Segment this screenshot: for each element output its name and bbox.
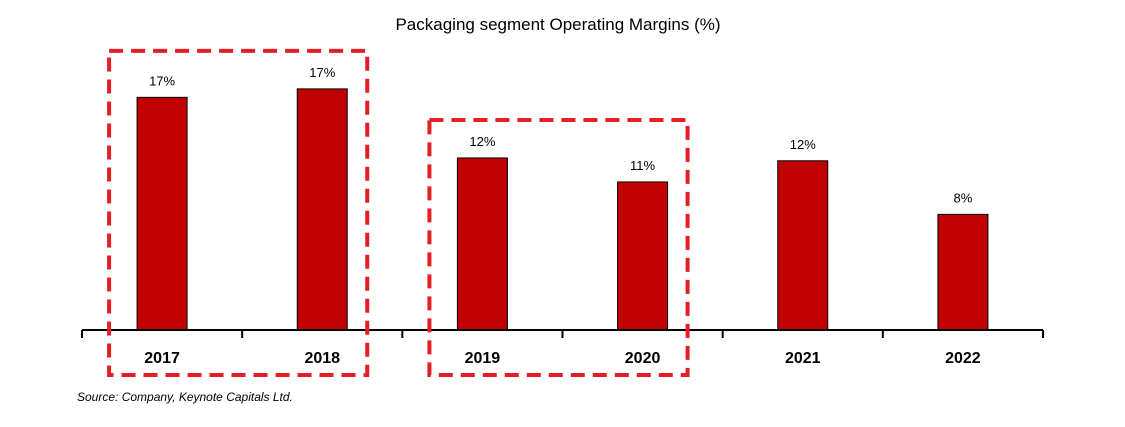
data-label-2018: 17% <box>309 65 335 80</box>
x-tick-label-2018: 2018 <box>304 350 340 367</box>
x-tick-label-2021: 2021 <box>785 350 821 367</box>
source-note: Source: Company, Keynote Capitals Ltd. <box>77 390 293 404</box>
highlight-boxes <box>107 48 690 378</box>
data-label-2017: 17% <box>149 73 175 88</box>
data-label-2021: 12% <box>790 137 816 152</box>
bar-2018 <box>296 88 348 331</box>
bar-2017 <box>136 96 188 331</box>
data-label-2020: 11% <box>630 158 655 173</box>
bars-group <box>136 88 989 331</box>
x-tick-label-2019: 2019 <box>465 350 501 367</box>
bar-2020 <box>617 181 669 331</box>
data-label-2019: 12% <box>469 134 495 149</box>
x-axis-ticks <box>81 330 1044 338</box>
highlight-box-1 <box>107 48 370 377</box>
x-axis-tick-labels: 2017 2018 2019 2020 2021 2022 <box>144 350 981 367</box>
chart-title: Packaging segment Operating Margins (%) <box>395 15 720 34</box>
bar-2022 <box>937 213 989 331</box>
bar-2021 <box>777 160 829 331</box>
x-tick-label-2017: 2017 <box>144 350 180 367</box>
bar-2019 <box>456 157 508 331</box>
highlight-box-2 <box>427 117 690 378</box>
data-label-2022: 8% <box>954 190 973 205</box>
x-tick-label-2020: 2020 <box>625 350 661 367</box>
x-tick-label-2022: 2022 <box>945 350 981 367</box>
data-labels-group: 17% 17% 12% 11% 12% 8% <box>149 65 973 205</box>
